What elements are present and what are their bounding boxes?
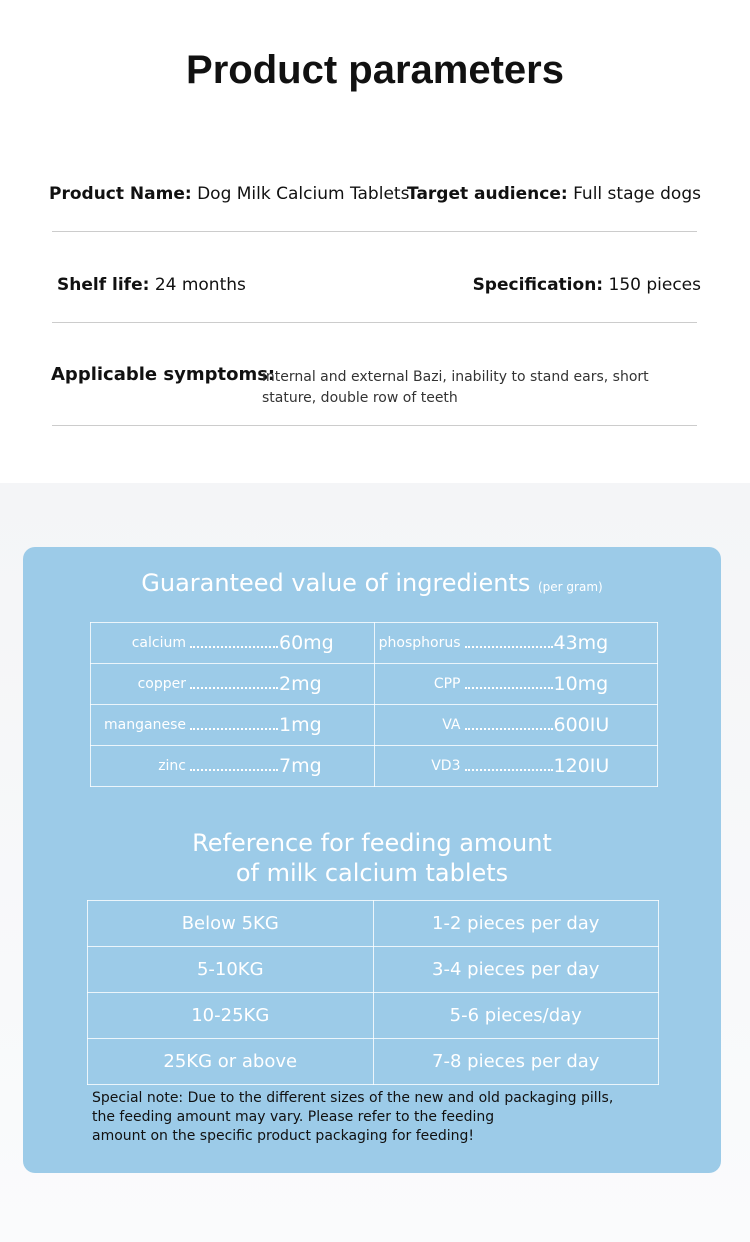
divider <box>52 322 697 323</box>
param-label: Specification: <box>472 275 604 295</box>
ingredient-cell: manganese 1mg <box>90 704 375 746</box>
feeding-amount: 1-2 pieces per day <box>372 900 659 947</box>
title: Product parameters <box>186 48 564 92</box>
ingredient-amount: 60mg <box>279 632 334 654</box>
feeding-amount: 3-4 pieces per day <box>372 946 659 993</box>
param-label: Applicable symptoms: <box>51 364 275 385</box>
feeding-row: 5-10KG 3-4 pieces per day <box>87 946 659 993</box>
ingredient-cell: VD3 120IU <box>373 745 658 787</box>
ingredient-name: phosphorus <box>378 635 461 651</box>
weight-range: Below 5KG <box>87 900 374 947</box>
ingredient-cell: VA 600IU <box>373 704 658 746</box>
note-line: amount on the specific product packaging… <box>92 1128 475 1144</box>
param: Product Name: Dog Milk Calcium Tablets <box>49 184 409 204</box>
ingredient-cell: calcium 60mg <box>90 622 375 664</box>
leader-dots <box>464 720 553 730</box>
param-value: Dog Milk Calcium Tablets <box>197 184 410 204</box>
ingredient-amount: 43mg <box>553 632 609 654</box>
param-label-text: Applicable symptoms: <box>51 364 276 385</box>
ingredient-cell: zinc 7mg <box>90 745 375 787</box>
feeding-row: 25KG or above 7-8 pieces per day <box>87 1038 659 1085</box>
ingredient-row: zinc 7mg VD3 120IU <box>90 745 658 787</box>
section-title: Guaranteed value of ingredients (per gra… <box>23 569 721 597</box>
ingredient-cell: copper 2mg <box>90 663 375 705</box>
ingredient-table: calcium 60mg phosphorus 43mg copper 2mg CPP 10m… <box>90 622 658 787</box>
param-label: Product Name: <box>49 184 192 204</box>
param-value: 24 months <box>154 275 246 295</box>
ingredient-cell: phosphorus 43mg <box>373 622 658 664</box>
leader-dots <box>464 679 553 689</box>
ingredient-name: manganese <box>104 717 186 733</box>
weight-range: 25KG or above <box>87 1038 374 1085</box>
ingredient-amount: 1mg <box>279 714 322 736</box>
ingredient-amount: 7mg <box>279 755 322 777</box>
ingredient-cell: CPP 10mg <box>373 663 658 705</box>
divider <box>52 425 697 426</box>
ingredient-name: zinc <box>158 758 186 774</box>
ingredient-row: copper 2mg CPP 10mg <box>90 663 658 705</box>
ingredient: manganese 1mg <box>91 705 374 745</box>
leader-dots <box>190 679 278 689</box>
weight-range: 10-25KG <box>87 992 374 1039</box>
note-line: the feeding amount may vary. Please refe… <box>92 1109 495 1125</box>
ingredient-name: CPP <box>433 676 461 692</box>
leader-dots <box>190 638 278 648</box>
param: Shelf life: 24 months <box>57 275 246 295</box>
param-label: Target audience: <box>407 184 568 204</box>
ingredient: calcium 60mg <box>91 623 374 663</box>
param: Specification: 150 pieces <box>473 275 701 295</box>
feeding-row: 10-25KG 5-6 pieces/day <box>87 992 659 1039</box>
feeding-amount: 7-8 pieces per day <box>372 1038 659 1085</box>
param-value: internal and external Bazi, inability to… <box>262 369 649 406</box>
param: Target audience: Full stage dogs <box>407 184 701 204</box>
ingredient-name: VA <box>442 717 461 733</box>
note: Special note: Due to the different sizes… <box>92 1089 613 1146</box>
param-value: 150 pieces <box>608 275 702 295</box>
divider <box>52 231 697 232</box>
section-title: Reference for feeding amount of milk calc… <box>23 828 721 888</box>
feeding-table: Below 5KG 1-2 pieces per day 5-10KG 3-4 pie… <box>87 900 659 1085</box>
feeding-amount: 5-6 pieces/day <box>372 992 659 1039</box>
ingredient-name: calcium <box>131 635 186 651</box>
ingredient-amount: 120IU <box>553 755 610 777</box>
ingredient: zinc 7mg <box>91 746 374 786</box>
ingredient: copper 2mg <box>91 664 374 704</box>
unit-note: (per gram) <box>537 580 603 594</box>
feeding-row: Below 5KG 1-2 pieces per day <box>87 900 659 947</box>
param-label: Shelf life: <box>57 275 150 295</box>
ingredient: VA 600IU <box>375 705 658 745</box>
leader-dots <box>190 720 278 730</box>
ingredient: CPP 10mg <box>375 664 658 704</box>
ingredient-name: copper <box>137 676 186 692</box>
note-line: Special note: Due to the different sizes… <box>92 1090 614 1106</box>
ingredient: VD3 120IU <box>375 746 658 786</box>
card: Guaranteed value of ingredients (per gra… <box>23 547 721 1173</box>
ingredient-amount: 2mg <box>279 673 322 695</box>
ingredient-row: manganese 1mg VA 600IU <box>90 704 658 746</box>
leader-dots <box>464 638 553 648</box>
leader-dots <box>464 761 553 771</box>
param-value: Full stage dogs <box>573 184 701 204</box>
ingredient-name: VD3 <box>431 758 461 774</box>
section-title-line: Reference for feeding amount <box>192 829 552 857</box>
ingredient-amount: 10mg <box>553 673 609 695</box>
ingredient-amount: 600IU <box>553 714 610 736</box>
leader-dots <box>190 761 278 771</box>
section-title-text: Guaranteed value of ingredients <box>141 569 531 597</box>
ingredient: phosphorus 43mg <box>375 623 658 663</box>
section-title-line: of milk calcium tablets <box>235 859 509 887</box>
weight-range: 5-10KG <box>87 946 374 993</box>
ingredient-row: calcium 60mg phosphorus 43mg <box>90 622 658 664</box>
